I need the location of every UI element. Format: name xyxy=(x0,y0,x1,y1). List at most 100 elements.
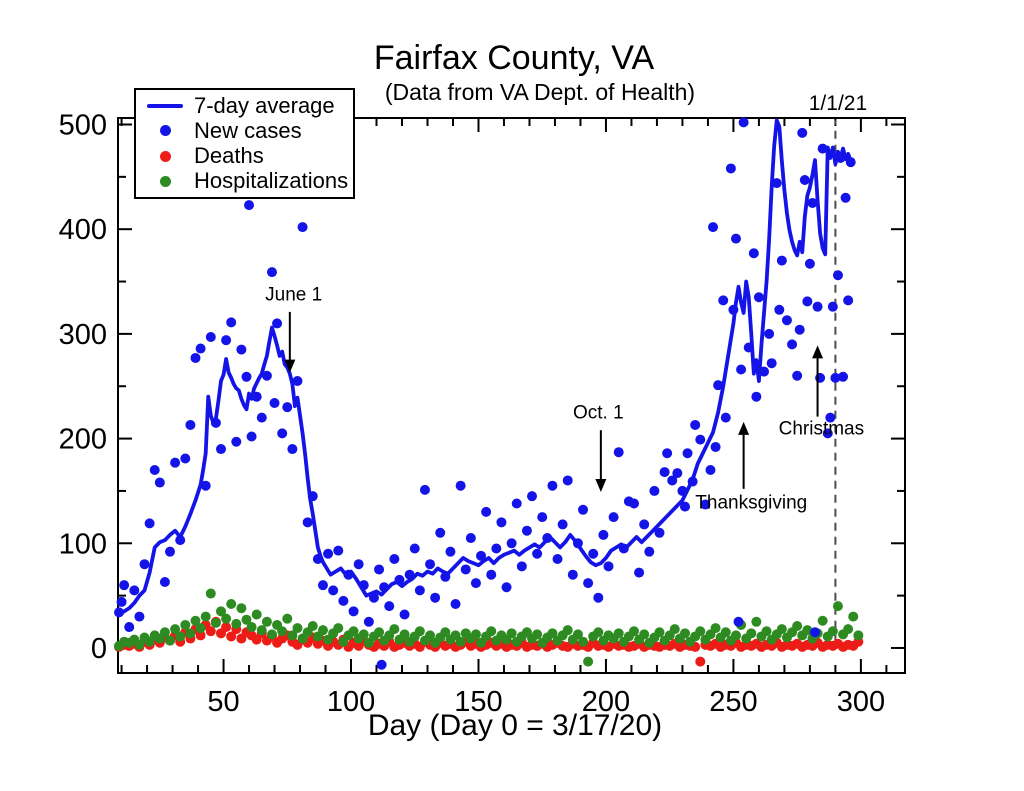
data-point-new-cases xyxy=(598,529,609,540)
legend-dot-swatch xyxy=(136,175,194,187)
data-point-new-cases xyxy=(843,295,854,306)
y-axis-tick-label: 500 xyxy=(59,109,107,141)
data-point-new-cases xyxy=(700,499,711,510)
data-point-new-cases xyxy=(679,501,690,512)
data-point-hospitalizations xyxy=(654,627,665,638)
data-point-new-cases xyxy=(644,546,655,557)
data-point-new-cases xyxy=(807,198,818,209)
data-point-new-cases xyxy=(269,397,280,408)
annotation-christmas-arrow-head xyxy=(812,345,824,359)
data-point-new-cases xyxy=(476,550,487,561)
data-point-new-cases xyxy=(730,233,741,244)
legend-label-hospitalizations: Hospitalizations xyxy=(194,168,349,194)
data-point-new-cases xyxy=(552,553,563,564)
data-point-new-cases xyxy=(562,475,573,486)
data-point-new-cases xyxy=(180,453,191,464)
data-point-hospitalizations xyxy=(348,626,359,637)
data-point-hospitalizations xyxy=(256,625,267,636)
data-point-hospitalizations xyxy=(159,627,170,638)
data-point-new-cases xyxy=(705,464,716,475)
data-point-new-cases xyxy=(667,475,678,486)
data-point-hospitalizations xyxy=(210,617,221,628)
data-point-new-cases xyxy=(810,627,821,638)
data-point-hospitalizations xyxy=(613,628,624,639)
data-point-new-cases xyxy=(527,491,538,502)
data-point-hospitalizations xyxy=(226,599,237,610)
data-point-hospitalizations xyxy=(470,629,481,640)
data-point-hospitalizations xyxy=(425,630,436,641)
data-point-hospitalizations xyxy=(200,611,211,622)
data-point-new-cases xyxy=(804,258,815,269)
data-point-new-cases xyxy=(190,352,201,363)
data-point-hospitalizations xyxy=(190,615,201,626)
data-point-new-cases xyxy=(149,464,160,475)
seven-day-average-swatch xyxy=(147,103,183,108)
x-axis-tick-label: 250 xyxy=(709,686,757,718)
data-point-deaths xyxy=(695,656,706,667)
data-point-new-cases xyxy=(593,592,604,603)
seven-day-average-line xyxy=(117,118,853,617)
data-point-new-cases xyxy=(470,578,481,589)
data-point-new-cases xyxy=(460,564,471,575)
data-point-hospitalizations xyxy=(853,630,864,641)
data-point-hospitalizations xyxy=(486,626,497,637)
x-axis-tick-label: 200 xyxy=(582,686,630,718)
data-point-new-cases xyxy=(812,301,823,312)
data-point-deaths xyxy=(226,631,237,642)
data-point-new-cases xyxy=(603,561,614,572)
data-point-new-cases xyxy=(567,569,578,580)
data-point-hospitalizations xyxy=(562,625,573,636)
data-point-deaths xyxy=(205,626,216,637)
new-cases-swatch xyxy=(159,125,171,137)
data-point-new-cases xyxy=(751,391,762,402)
x-axis-tick-label: 50 xyxy=(207,686,239,718)
data-point-new-cases xyxy=(124,622,135,633)
x-axis-tick-label: 100 xyxy=(327,686,375,718)
data-point-new-cases xyxy=(323,548,334,559)
data-point-new-cases xyxy=(144,518,155,529)
data-point-new-cases xyxy=(797,127,808,138)
chart-title: Fairfax County, VA xyxy=(374,39,655,77)
data-point-hospitalizations xyxy=(180,619,191,630)
data-point-hospitalizations xyxy=(547,628,558,639)
data-point-new-cases xyxy=(159,577,170,588)
data-point-new-cases xyxy=(231,436,242,447)
data-point-new-cases xyxy=(129,585,140,596)
data-point-new-cases xyxy=(348,606,359,617)
legend-item-seven-day-average: 7-day average xyxy=(136,93,353,118)
data-point-new-cases xyxy=(838,371,849,382)
data-point-new-cases xyxy=(215,444,226,455)
data-point-new-cases xyxy=(771,178,782,189)
data-point-hospitalizations xyxy=(261,616,272,627)
data-point-new-cases xyxy=(825,412,836,423)
data-point-hospitalizations xyxy=(251,609,262,620)
data-point-new-cases xyxy=(221,335,232,346)
data-point-new-cases xyxy=(682,448,693,459)
data-point-new-cases xyxy=(266,267,277,278)
data-point-new-cases xyxy=(389,553,400,564)
data-point-new-cases xyxy=(399,609,410,620)
data-point-new-cases xyxy=(134,611,145,622)
data-point-new-cases xyxy=(748,248,759,259)
data-point-new-cases xyxy=(409,543,420,554)
data-point-new-cases xyxy=(583,578,594,589)
y-axis-tick-label: 100 xyxy=(59,528,107,560)
legend-item-hospitalizations: Hospitalizations xyxy=(136,169,353,194)
data-point-hospitalizations xyxy=(287,630,298,641)
chart-subtitle: (Data from VA Dept. of Health) xyxy=(385,79,695,105)
legend-dot-swatch xyxy=(136,150,194,162)
legend: 7-day average New cases Deaths Hospitalizat… xyxy=(134,88,355,199)
annotation-new-year-label: 1/1/21 xyxy=(809,92,867,115)
data-point-deaths xyxy=(195,630,206,641)
data-point-new-cases xyxy=(654,527,665,538)
data-point-new-cases xyxy=(435,527,446,538)
data-point-hospitalizations xyxy=(277,626,288,637)
data-point-new-cases xyxy=(578,504,589,515)
data-point-new-cases xyxy=(822,428,833,439)
data-point-hospitalizations xyxy=(827,626,838,637)
data-point-new-cases xyxy=(246,431,257,442)
data-point-new-cases xyxy=(613,447,624,458)
annotation-christmas-label: Christmas xyxy=(779,418,865,439)
